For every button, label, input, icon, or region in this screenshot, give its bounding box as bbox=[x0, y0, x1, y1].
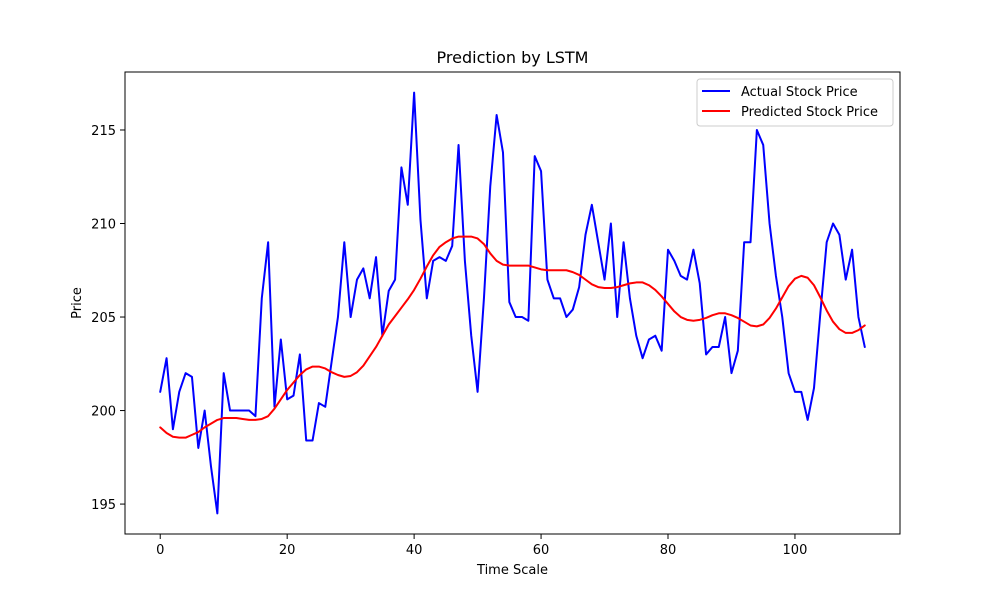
y-axis-ticks: 195 200 205 210 215 bbox=[91, 124, 125, 513]
series-layer bbox=[159, 91, 866, 515]
y-tick-label: 200 bbox=[91, 405, 116, 420]
x-tick-label: 20 bbox=[279, 543, 296, 558]
x-tick-label: 80 bbox=[660, 543, 677, 558]
y-tick-label: 210 bbox=[91, 218, 116, 233]
legend: Actual Stock Price Predicted Stock Price bbox=[696, 78, 894, 127]
x-axis-ticks: 0 20 40 60 80 100 bbox=[156, 534, 807, 558]
plot-frame bbox=[124, 71, 901, 535]
y-tick-label: 215 bbox=[91, 124, 116, 139]
y-tick-label: 195 bbox=[91, 498, 116, 513]
x-tick-label: 40 bbox=[406, 543, 423, 558]
legend-box bbox=[696, 78, 894, 127]
series-line-actual bbox=[159, 91, 866, 515]
x-tick-label: 0 bbox=[156, 543, 164, 558]
y-axis-title: Price bbox=[70, 287, 85, 319]
x-tick-label: 60 bbox=[533, 543, 550, 558]
legend-label-predicted: Predicted Stock Price bbox=[741, 105, 878, 120]
y-tick-label: 205 bbox=[91, 311, 116, 326]
x-tick-label: 100 bbox=[783, 543, 808, 558]
plot-area bbox=[125, 72, 900, 534]
chart-title: Prediction by LSTM bbox=[437, 48, 589, 67]
series-line-predicted bbox=[159, 235, 866, 439]
x-axis-title: Time Scale bbox=[476, 563, 548, 578]
legend-label-actual: Actual Stock Price bbox=[741, 85, 858, 100]
